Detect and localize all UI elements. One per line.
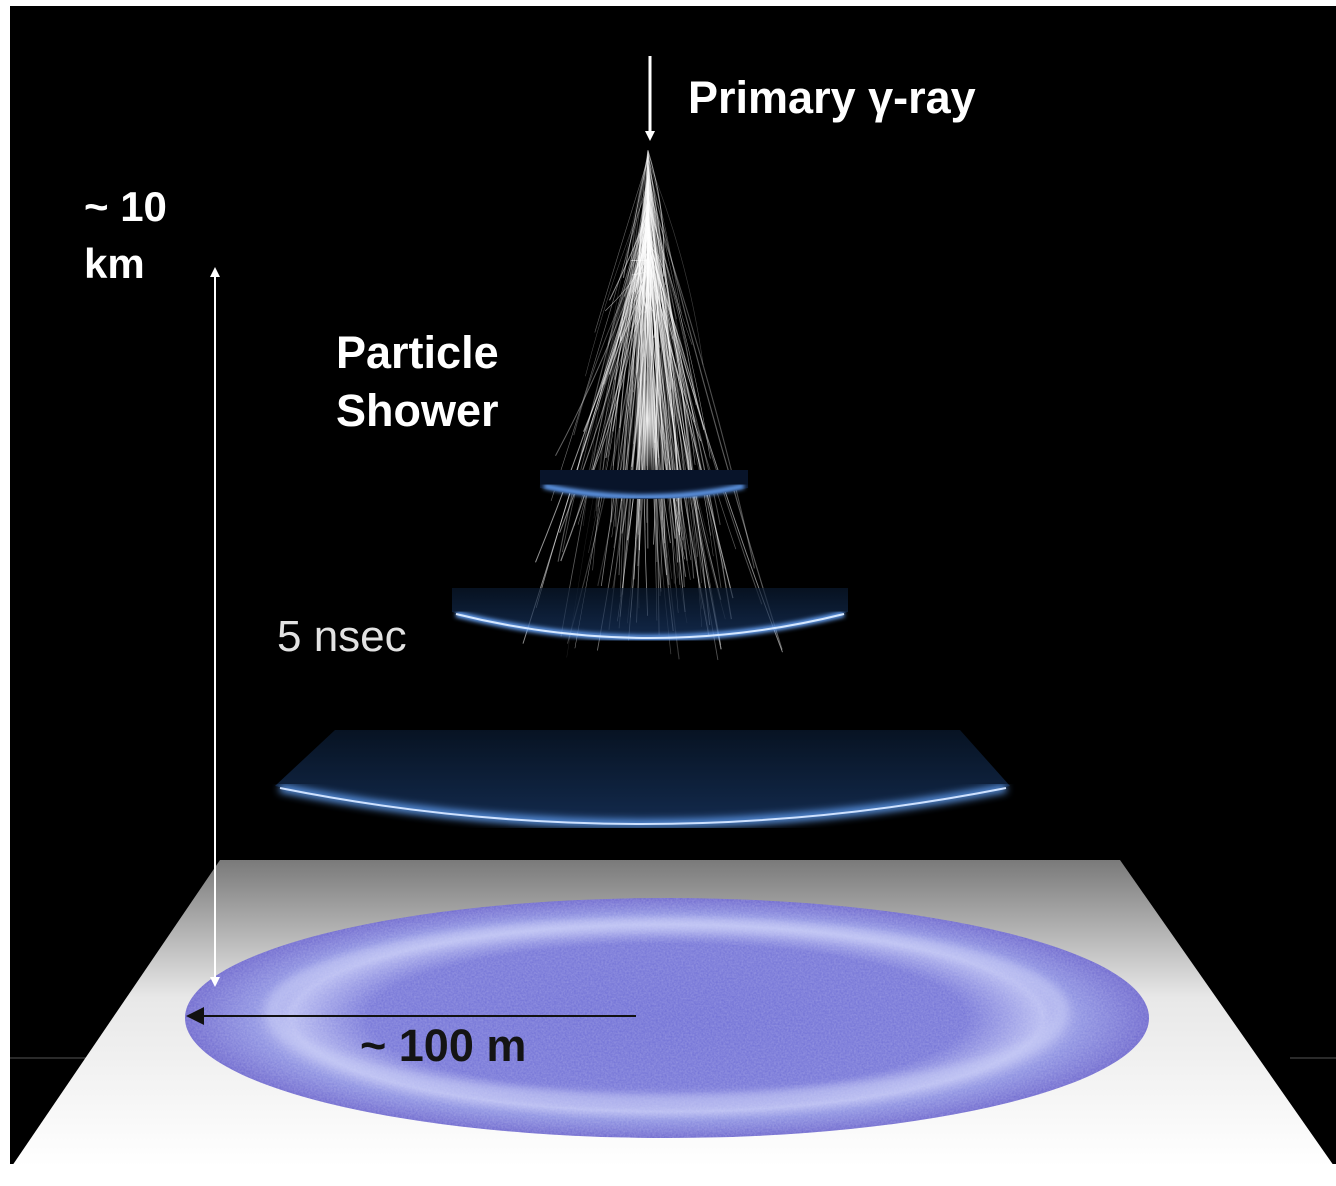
particle-track [647,226,661,309]
particle-track [647,170,693,345]
particle-track [647,195,674,340]
particle-track [647,255,686,613]
particle-track [647,150,665,277]
particle-track [638,199,649,307]
particle-track [647,180,692,476]
particle-track [647,264,726,620]
particle-track [647,230,668,321]
particle-track [631,218,649,293]
particle-track [608,211,649,375]
particle-track [594,158,649,333]
light-front-2 [452,588,848,641]
particle-track [647,152,711,626]
particle-track [647,230,699,557]
particle-track [647,227,710,635]
particle-track [590,179,649,440]
particle-track [647,189,755,569]
cherenkov-light-pool [185,898,1149,1138]
particle-track [597,263,649,587]
particle-track [635,153,649,293]
particle-shower-label: Particle Shower [336,327,499,436]
cherenkov-ring [265,917,1069,1107]
particle-track [642,253,651,262]
primary-gamma-ray-label: Primary γ-ray [688,72,976,123]
particle-track [647,174,674,418]
particle-track [647,175,697,406]
particle-track [647,162,685,550]
particle-track [550,179,649,501]
particle-track [647,197,691,505]
particle-track [634,245,650,332]
time-label: 5 nsec [277,612,407,661]
particle-track [647,171,679,613]
particle-track [612,192,649,398]
particle-track [582,264,649,452]
particle-track [647,225,722,600]
particle-track [629,221,649,436]
particle-track [647,248,705,431]
particle-track [607,149,649,457]
particle-track [647,186,685,588]
particle-track [647,223,691,398]
particle-track [592,206,649,571]
particle-track [647,231,688,561]
particle-track [647,204,711,459]
particle-track [557,209,649,562]
particle-track [647,224,732,620]
particle-track [560,198,649,637]
particle-track [647,230,737,550]
particle-track [588,172,649,553]
pool-radius-label: ~ 100 m [360,1020,527,1071]
particle-track [647,155,703,627]
particle-track [647,200,699,409]
light-front-3 [275,730,1010,828]
particle-track [647,159,704,365]
particle-track [562,256,649,553]
particle-track [560,258,649,562]
particle-track [647,179,673,415]
particle-track [573,246,649,436]
particle-track [619,159,649,597]
particle-track [604,257,649,312]
particle-track [601,203,649,387]
particle-track [585,188,649,377]
particle-track [647,245,710,544]
shower-core-glow [634,360,662,480]
particle-track [631,201,649,478]
particle-track [647,154,682,314]
particle-track [647,177,702,584]
particle-track [647,253,722,588]
particle-track [647,249,674,421]
particle-track [647,170,681,563]
light-front-1 [540,470,748,500]
particle-track [643,189,650,331]
particle-track [603,216,649,385]
particle-track [647,205,665,358]
particle-track [647,198,677,320]
particle-track [647,173,671,332]
particle-track [535,224,649,563]
particle-track [632,185,649,379]
particle-track [647,163,783,650]
particle-track [647,151,675,584]
particle-track [647,219,681,585]
particle-track [647,225,703,609]
height-label: ~ 10 km [84,183,167,287]
particle-track [647,174,691,580]
particle-track [597,150,649,507]
particle-track [600,257,649,587]
radius-arrow [186,1007,636,1025]
particle-track [642,156,649,368]
particle-track [618,225,649,576]
